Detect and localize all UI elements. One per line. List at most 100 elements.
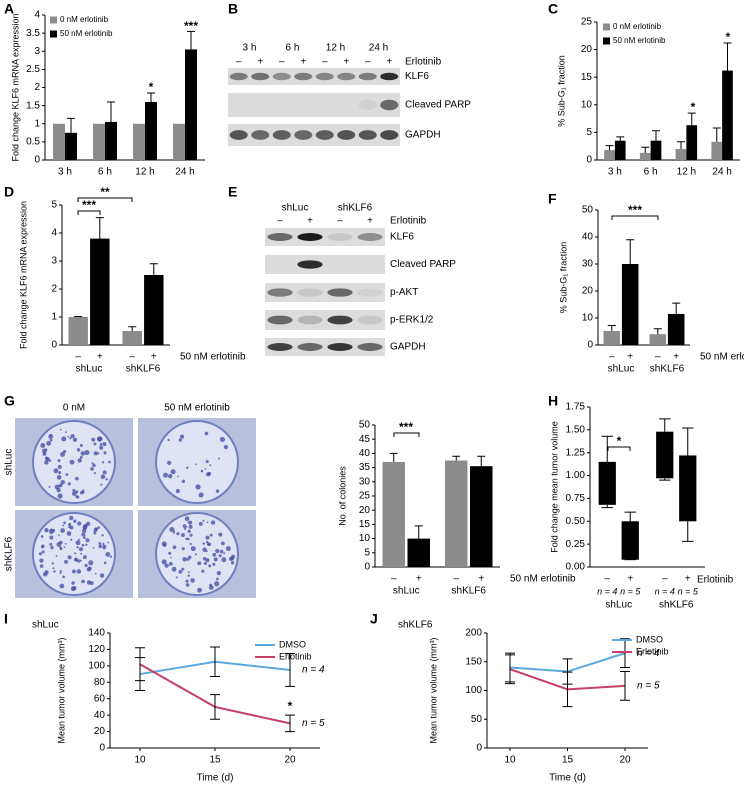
blot-band — [294, 130, 313, 140]
blot-strip — [265, 283, 385, 302]
x-axis-label: 50 nM erlotinib — [180, 352, 246, 363]
y-tick-label: 2 — [34, 82, 40, 93]
colony — [181, 479, 186, 483]
colony — [73, 519, 77, 523]
colony — [76, 448, 81, 452]
bar — [382, 461, 405, 567]
bar — [470, 466, 493, 567]
colony — [69, 459, 75, 465]
y-tick-label: 15 — [359, 519, 371, 530]
bracket — [77, 197, 133, 202]
row-label: Cleaved PARP — [390, 259, 456, 270]
colony — [105, 551, 111, 557]
colony — [90, 467, 94, 471]
y-tick-label: 100 — [88, 660, 105, 671]
colony — [108, 460, 111, 464]
colony — [84, 563, 88, 568]
panel-label: J — [370, 611, 378, 627]
blot-band — [357, 315, 383, 325]
blot-band — [327, 233, 353, 241]
colony — [38, 552, 43, 556]
bracket — [77, 210, 101, 215]
panel-label: H — [548, 393, 558, 409]
colony — [223, 444, 229, 450]
bar — [604, 150, 615, 160]
condition-label: 6 h — [286, 43, 300, 54]
colony — [46, 440, 52, 446]
colony — [198, 492, 204, 498]
x-tick-label: – — [609, 352, 615, 363]
y-tick-label: 0 — [364, 562, 370, 573]
x-tick-label: 6 h — [644, 167, 658, 178]
legend-label: DMSO — [279, 639, 306, 649]
significance: *** — [82, 198, 96, 212]
colony — [96, 436, 103, 442]
colony — [186, 466, 189, 470]
subtitle: shKLF6 — [398, 620, 433, 631]
y-tick-label: 5 — [586, 127, 592, 138]
colony — [161, 559, 167, 565]
column-label: 50 nM erlotinib — [164, 403, 230, 414]
x-tick-label: 10 — [134, 755, 146, 766]
blot-band — [229, 72, 248, 81]
blot-band — [294, 72, 313, 81]
x-tick-label: 3 h — [58, 167, 72, 178]
colony — [40, 535, 44, 538]
colony — [74, 557, 78, 562]
colony — [206, 521, 209, 524]
panel-label: B — [228, 1, 238, 17]
x-tick-label: – — [75, 352, 81, 363]
colony — [44, 528, 49, 533]
y-tick-label: 1.25 — [566, 447, 586, 458]
blot-band — [267, 288, 293, 297]
colony — [93, 471, 96, 475]
colony — [94, 527, 98, 531]
bar — [667, 313, 685, 345]
colony — [102, 442, 107, 447]
condition-label: 3 h — [243, 43, 257, 54]
colony — [55, 555, 58, 558]
colony — [205, 558, 210, 563]
colony — [202, 547, 207, 552]
colony — [220, 541, 225, 546]
error-bar — [712, 127, 721, 142]
y-tick-label: 0 — [587, 340, 593, 351]
x-tick-label: + — [416, 574, 422, 585]
error-bar — [626, 239, 635, 264]
colony — [42, 572, 48, 577]
colony — [182, 524, 187, 528]
row-label: shKLF6 — [4, 536, 15, 571]
row-label: Cleaved PARP — [405, 100, 471, 111]
error-bar — [653, 328, 662, 335]
colony — [107, 541, 110, 544]
colony — [69, 525, 74, 530]
y-tick-label: 120 — [88, 644, 105, 655]
colony — [89, 581, 94, 586]
error-bar — [605, 145, 614, 151]
x-tick-label: + — [97, 352, 103, 363]
group-label: shKLF6 — [126, 364, 161, 375]
colony — [72, 488, 76, 492]
y-tick-label: 45 — [359, 434, 371, 445]
group-label: shLuc — [393, 586, 420, 597]
colony — [49, 438, 53, 442]
bar — [686, 125, 698, 160]
error-bar — [187, 30, 195, 50]
colony — [64, 543, 67, 545]
colony — [53, 570, 56, 573]
colony — [58, 540, 63, 545]
y-tick-label: 2 — [51, 284, 57, 295]
blot-strip — [265, 338, 385, 356]
significance: *** — [628, 203, 642, 217]
significance: *** — [184, 19, 198, 33]
colony — [204, 467, 207, 470]
y-tick-label: 3.5 — [26, 28, 40, 39]
colony — [168, 551, 172, 555]
colony — [201, 569, 205, 573]
significance: ** — [100, 185, 110, 199]
colony — [81, 490, 85, 494]
colony — [187, 571, 190, 574]
blot-strip — [265, 228, 385, 246]
colony — [205, 540, 209, 544]
sign-label: – — [279, 57, 285, 68]
